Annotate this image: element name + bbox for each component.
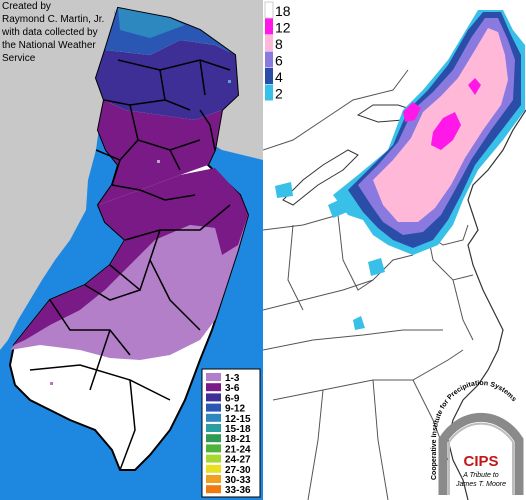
legend-label: 6-9 — [225, 393, 240, 404]
legend-swatch — [206, 413, 221, 422]
scale-label: 12 — [275, 20, 291, 36]
scale-label: 4 — [275, 69, 283, 85]
legend-swatch — [206, 475, 221, 483]
band-pale-central — [80, 225, 222, 345]
credit-line: the National Weather — [2, 40, 96, 51]
legend-swatch — [206, 424, 221, 432]
legend-swatch — [206, 434, 221, 443]
credit-line: with data collected by — [1, 27, 98, 38]
legend-swatch — [206, 444, 221, 453]
legend-label: 15-18 — [225, 424, 251, 435]
credit-line: Service — [2, 53, 36, 64]
legend-swatch — [206, 393, 221, 402]
scale-label: 8 — [275, 36, 283, 52]
credit-text: Created by Raymond C. Martin, Jr. with d… — [1, 1, 104, 64]
band-6-9-north — [96, 40, 238, 120]
legend-swatch — [206, 403, 221, 412]
legend-label: 18-21 — [225, 434, 251, 445]
credit-line: Created by — [2, 1, 51, 12]
snow-2-patch — [328, 198, 347, 218]
logo-arch-inner-icon — [448, 422, 514, 495]
credit-line: Raymond C. Martin, Jr. — [2, 14, 104, 25]
legend-swatch — [206, 454, 221, 463]
logo-tribute-line1: A Tribute to — [462, 472, 499, 479]
nj-legend: 1-33-66-99-1212-1515-1818-2121-2424-2727… — [201, 368, 261, 498]
legend-label: 12-15 — [225, 414, 251, 425]
snow-12 — [468, 78, 481, 95]
logo-arch-icon — [438, 413, 524, 495]
scale-label: 2 — [275, 86, 283, 102]
scale-label: 6 — [275, 53, 283, 69]
legend-swatch — [206, 485, 221, 494]
station-marker — [157, 160, 160, 163]
scale-label: 18 — [275, 3, 291, 19]
legend-label: 3-6 — [225, 383, 240, 394]
station-marker — [228, 80, 231, 83]
snow-2-patch — [368, 258, 385, 276]
legend-label: 21-24 — [225, 444, 251, 455]
county-lines — [29, 59, 231, 471]
snow-2-patch — [275, 182, 293, 198]
scale-swatch — [264, 1, 274, 19]
legend-swatch — [206, 464, 221, 473]
lake-erie — [282, 149, 359, 206]
band-12-15-tip — [118, 8, 185, 38]
band-6-9-south — [14, 168, 248, 345]
scale-swatch — [265, 84, 273, 101]
logo-tribute-line2: James T. Moore — [455, 481, 506, 488]
scale-swatch — [265, 35, 273, 51]
new-jersey-snowfall-map: Created by Raymond C. Martin, Jr. with d… — [0, 0, 263, 500]
neighbor-land-pa — [0, 0, 118, 350]
snow-12 — [403, 102, 421, 122]
station-marker — [50, 382, 53, 385]
snow-12 — [431, 112, 461, 150]
scale-swatch — [265, 68, 273, 84]
legend-swatch — [206, 383, 221, 392]
legend-swatch — [206, 373, 221, 381]
scale-swatch — [265, 51, 273, 68]
legend-label: 27-30 — [225, 465, 251, 476]
snowfall-shading — [275, 10, 525, 330]
legend-label: 30-33 — [225, 475, 251, 486]
logo-acronym: CIPS — [463, 453, 498, 470]
legend-label: 9-12 — [225, 404, 245, 415]
legend-label: 1-3 — [225, 373, 240, 384]
scale-swatch — [265, 18, 273, 35]
snow-2-patch — [353, 316, 365, 330]
band-3-6-central — [98, 100, 222, 205]
legend-label: 33-36 — [225, 485, 251, 496]
legend-label: 24-27 — [225, 455, 251, 466]
